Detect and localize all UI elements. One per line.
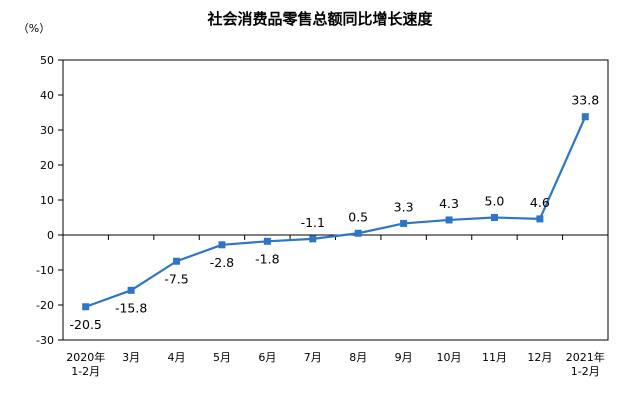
x-tick-label: 2020年 1-2月 [66,350,105,378]
y-tick-label: -30 [36,334,54,347]
data-label: -2.8 [210,255,234,270]
data-point [82,303,90,311]
data-label: 3.3 [394,199,414,214]
data-label: -1.8 [255,251,279,266]
data-label: -15.8 [115,300,147,315]
y-axis-unit-label: （%） [18,22,50,35]
x-axis: 2020年 1-2月 3月 4月 5月 6月 7月 8月 9月 10月 11月 12月 2021年 1-2… [63,234,608,378]
x-tick-label: 11月 [482,351,507,364]
x-tick-label: 5月 [213,351,231,364]
x-tick-label: 12月 [527,351,552,364]
data-label: 4.3 [439,196,459,211]
x-tick-label: 7月 [304,351,322,364]
data-point [400,219,408,227]
x-tick-label: 4月 [168,351,186,364]
data-point [490,214,498,221]
series-retail-growth [82,113,589,311]
data-label: -20.5 [70,317,102,332]
y-tick-label: 10 [40,194,54,207]
chart-title: 社会消费品零售总额同比增长速度 [206,10,433,28]
plot-area-frame [62,59,609,341]
y-tick-label: 30 [40,124,54,137]
x-tick-label: 6月 [258,351,276,364]
data-label: -1.1 [301,215,325,230]
data-label: 5.0 [485,194,505,209]
x-tick-label: 2021年 1-2月 [566,350,605,378]
data-point [218,241,226,249]
data-point [581,113,589,121]
data-point [263,237,271,245]
data-point [536,215,544,223]
x-tick-label: 10月 [437,351,462,364]
data-label: 0.5 [348,209,368,224]
y-axis: 50 40 30 20 10 0 -10 -20 -30 [36,54,63,347]
series-line [85,116,587,308]
data-label: -7.5 [164,271,188,286]
data-labels: -20.5 -15.8 -7.5 -2.8 -1.8 -1.1 0.5 3.3 4.3 5.0 4.… [70,93,600,332]
data-point [127,286,135,294]
data-point [445,216,453,224]
y-tick-label: -20 [36,299,54,312]
data-label: 4.6 [530,195,550,210]
x-tick-label: 3月 [122,351,140,364]
x-tick-label: 9月 [395,351,413,364]
y-tick-label: 40 [40,89,54,102]
y-tick-label: 0 [47,229,54,242]
y-tick-label: 20 [40,159,54,172]
y-tick-label: -10 [36,264,54,277]
data-label: 33.8 [571,93,599,108]
x-tick-label: 8月 [349,351,367,364]
data-point [354,229,362,237]
data-point [173,257,181,265]
y-tick-label: 50 [40,54,54,67]
data-point [309,235,317,243]
